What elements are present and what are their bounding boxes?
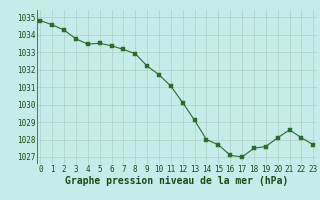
X-axis label: Graphe pression niveau de la mer (hPa): Graphe pression niveau de la mer (hPa) — [65, 176, 288, 186]
